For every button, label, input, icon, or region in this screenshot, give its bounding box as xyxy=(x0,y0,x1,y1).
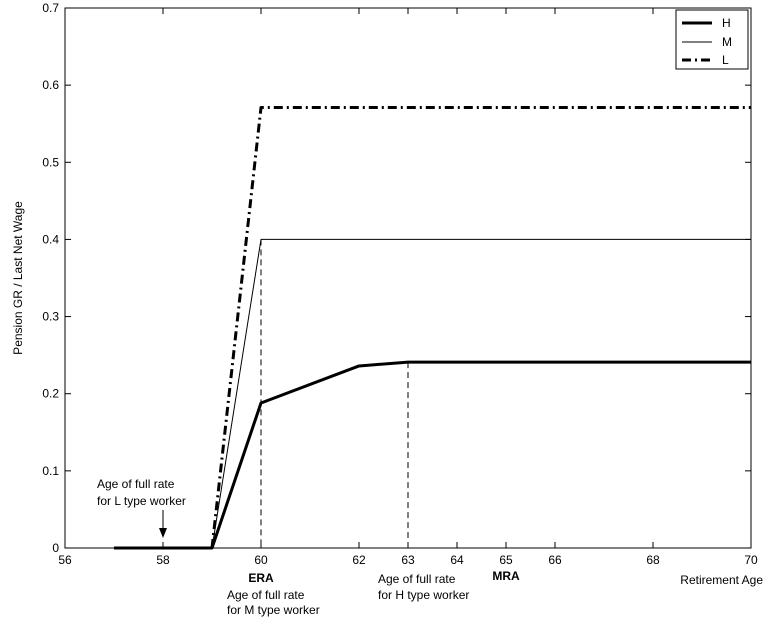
y-tick-label: 0 xyxy=(52,541,59,555)
h-type-annotation-line2: for H type worker xyxy=(378,588,469,602)
h-type-annotation-line1: Age of full rate xyxy=(378,572,456,586)
era-label: ERA xyxy=(248,571,274,585)
series-group xyxy=(114,106,751,550)
x-tick-label: 56 xyxy=(58,553,72,567)
y-axis-label: Pension GR / Last Net Wage xyxy=(11,201,25,355)
y-tick-label: 0.5 xyxy=(42,155,59,169)
l-type-annotation-line1: Age of full rate xyxy=(97,477,175,491)
x-tick-label: 63 xyxy=(401,553,415,567)
ticks-group: 56 58 60 62 63 64 65 66 68 70 0 0.1 0.2 0.3 0.4 0.5 0.6 0… xyxy=(42,1,758,567)
l-type-arrow-head xyxy=(159,528,167,538)
y-tick-label: 0.4 xyxy=(42,232,59,246)
legend-label-h: H xyxy=(722,16,731,30)
y-tick-label: 0.2 xyxy=(42,387,59,401)
x-tick-label: 58 xyxy=(156,553,170,567)
m-type-annotation-line1: Age of full rate xyxy=(227,588,305,602)
x-tick-label: 66 xyxy=(548,553,562,567)
series-line-m xyxy=(114,238,751,549)
mra-label: MRA xyxy=(492,569,520,583)
x-tick-label: 62 xyxy=(352,553,366,567)
legend-label-l: L xyxy=(722,53,729,67)
l-type-annotation-line2: for L type worker xyxy=(97,494,186,508)
legend-label-m: M xyxy=(722,35,732,49)
vlines-group xyxy=(260,239,409,548)
y-tick-label: 0.6 xyxy=(42,78,59,92)
x-tick-label: 64 xyxy=(450,553,464,567)
series-line-l xyxy=(210,106,751,549)
legend: H M L xyxy=(675,9,749,70)
x-tick-label: 68 xyxy=(646,553,660,567)
x-axis-label: Retirement Age xyxy=(680,573,763,587)
x-tick-label: 70 xyxy=(744,553,758,567)
y-tick-label: 0.3 xyxy=(42,310,59,324)
l-type-arrow xyxy=(159,510,167,538)
x-tick-label: 65 xyxy=(499,553,513,567)
x-tick-label: 60 xyxy=(254,553,268,567)
y-tick-label: 0.7 xyxy=(42,1,59,15)
y-tick-label: 0.1 xyxy=(42,464,59,478)
m-type-annotation-line2: for M type worker xyxy=(227,603,320,617)
